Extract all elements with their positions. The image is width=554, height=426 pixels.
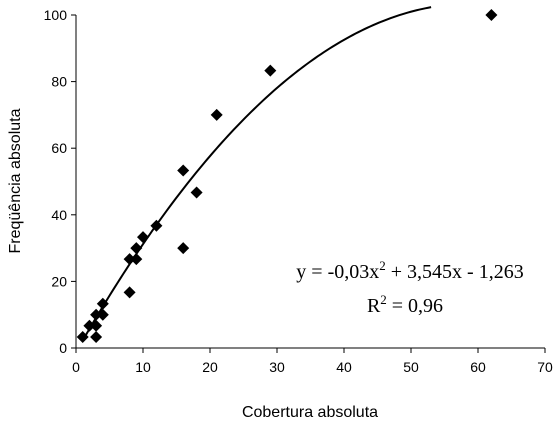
y-tick-label: 20 <box>51 273 67 289</box>
data-point <box>90 319 103 332</box>
data-point <box>264 64 277 77</box>
x-tick-label: 40 <box>336 359 352 375</box>
data-point <box>96 297 109 310</box>
equation-exponent: 2 <box>379 258 386 273</box>
data-point <box>210 108 223 121</box>
r-squared-label: R2 = 0,96 <box>367 292 443 317</box>
data-point <box>90 308 103 321</box>
data-point <box>123 253 136 266</box>
y-tick-label: 60 <box>51 140 67 156</box>
x-tick-label: 50 <box>403 359 419 375</box>
data-point <box>76 331 89 344</box>
trendline-equation: y = -0,03x2 + 3,545x - 1,263 <box>296 258 523 283</box>
x-axis-ticks: 0 10 20 30 40 50 60 70 <box>72 348 553 375</box>
data-point <box>90 331 103 344</box>
x-tick-label: 10 <box>135 359 151 375</box>
x-tick-label: 60 <box>470 359 486 375</box>
data-point <box>177 164 190 177</box>
data-points <box>76 9 498 344</box>
x-axis-title: Cobertura absoluta <box>242 404 378 421</box>
data-point <box>130 253 143 266</box>
x-tick-label: 30 <box>269 359 285 375</box>
r2-rhs: = 0,96 <box>387 295 443 317</box>
data-point <box>123 286 136 299</box>
x-tick-label: 20 <box>202 359 218 375</box>
data-point <box>96 308 109 321</box>
y-tick-label: 0 <box>59 340 67 356</box>
data-point <box>130 242 143 255</box>
x-tick-label: 70 <box>537 359 553 375</box>
x-tick-label: 0 <box>72 359 80 375</box>
y-axis-title: Freqüência absoluta <box>7 108 24 253</box>
trendline-curve <box>81 6 432 342</box>
data-point <box>150 219 163 232</box>
plot-area: 0 20 40 60 80 100 0 10 20 30 40 50 60 70 <box>44 6 553 375</box>
y-axis-ticks: 0 20 40 60 80 100 <box>44 7 76 356</box>
equation-rhs: + 3,545x - 1,263 <box>386 261 524 283</box>
data-point <box>137 231 149 244</box>
r2-exponent: 2 <box>380 292 387 307</box>
data-point <box>177 242 190 255</box>
data-point <box>83 319 96 332</box>
r2-lhs: R <box>367 295 381 317</box>
data-point <box>190 186 203 199</box>
y-tick-label: 40 <box>51 207 67 223</box>
y-tick-label: 100 <box>44 7 68 23</box>
y-tick-label: 80 <box>51 74 67 90</box>
data-point <box>485 9 498 21</box>
equation-lhs: y = -0,03x <box>296 261 379 283</box>
